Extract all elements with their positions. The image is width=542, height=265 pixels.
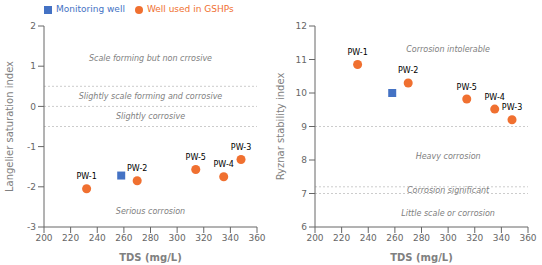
svg-text:10: 10	[296, 88, 308, 98]
svg-text:320: 320	[466, 233, 483, 243]
svg-text:9: 9	[301, 122, 307, 132]
svg-text:340: 340	[222, 233, 239, 243]
svg-text:6: 6	[301, 222, 307, 232]
svg-text:-2: -2	[27, 182, 36, 192]
svg-text:220: 220	[333, 233, 350, 243]
html-text:Well used in GSHPs: Well used in GSHPs	[146, 4, 234, 14]
svg-text:-3: -3	[27, 222, 36, 232]
svg-text:360: 360	[519, 233, 534, 243]
svg-text:2: 2	[30, 21, 36, 31]
svg-text:-1: -1	[27, 142, 36, 152]
svg-text:PW-3: PW-3	[502, 103, 522, 112]
svg-text:Corrosion significant: Corrosion significant	[407, 186, 490, 195]
svg-text:200: 200	[35, 233, 52, 243]
svg-text:1: 1	[30, 61, 36, 71]
svg-text:300: 300	[440, 233, 457, 243]
svg-text:320: 320	[195, 233, 212, 243]
svg-text:TDS (mg/L): TDS (mg/L)	[119, 252, 182, 263]
svg-text:240: 240	[89, 233, 106, 243]
svg-text:Slightly corrosive: Slightly corrosive	[116, 112, 185, 121]
svg-text:280: 280	[413, 233, 430, 243]
svg-text:360: 360	[248, 233, 265, 243]
svg-text:200: 200	[306, 233, 323, 243]
svg-text:280: 280	[142, 233, 159, 243]
svg-text:PW-2: PW-2	[398, 66, 418, 75]
svg-text:Ryznar stability index: Ryznar stability index	[275, 73, 286, 181]
svg-text:Langelier saturation index: Langelier saturation index	[8, 61, 15, 192]
svg-text:0: 0	[30, 102, 36, 112]
svg-text:11: 11	[296, 55, 307, 65]
svg-text:7: 7	[301, 189, 307, 199]
svg-text:220: 220	[62, 233, 79, 243]
svg-text:PW-1: PW-1	[76, 172, 96, 181]
svg-text:260: 260	[386, 233, 403, 243]
svg-text:PW-5: PW-5	[186, 153, 206, 162]
svg-text:PW-2: PW-2	[127, 164, 147, 173]
svg-text:Heavy corrosion: Heavy corrosion	[416, 152, 481, 161]
svg-text:PW-5: PW-5	[457, 83, 477, 92]
svg-text:Slightly scale forming and cor: Slightly scale forming and corrosive	[79, 92, 223, 101]
svg-text:8: 8	[301, 155, 307, 165]
svg-text:240: 240	[360, 233, 377, 243]
svg-text:PW-4: PW-4	[214, 160, 234, 169]
svg-text:TDS (mg/L): TDS (mg/L)	[390, 252, 453, 263]
svg-text:260: 260	[115, 233, 132, 243]
svg-text:300: 300	[169, 233, 186, 243]
svg-text:PW-3: PW-3	[231, 143, 251, 152]
svg-text:Scale forming but non crrosive: Scale forming but non crrosive	[89, 54, 212, 63]
svg-text:340: 340	[493, 233, 510, 243]
svg-text:PW-1: PW-1	[347, 48, 367, 57]
svg-text:Little scale or corrosion: Little scale or corrosion	[401, 209, 495, 218]
html-text:Monitoring well: Monitoring well	[56, 4, 125, 14]
svg-text:Serious corrosion: Serious corrosion	[116, 207, 185, 216]
svg-text:PW-4: PW-4	[485, 93, 505, 102]
svg-text:Corrosion intolerable: Corrosion intolerable	[406, 45, 490, 54]
svg-text:12: 12	[296, 21, 307, 31]
